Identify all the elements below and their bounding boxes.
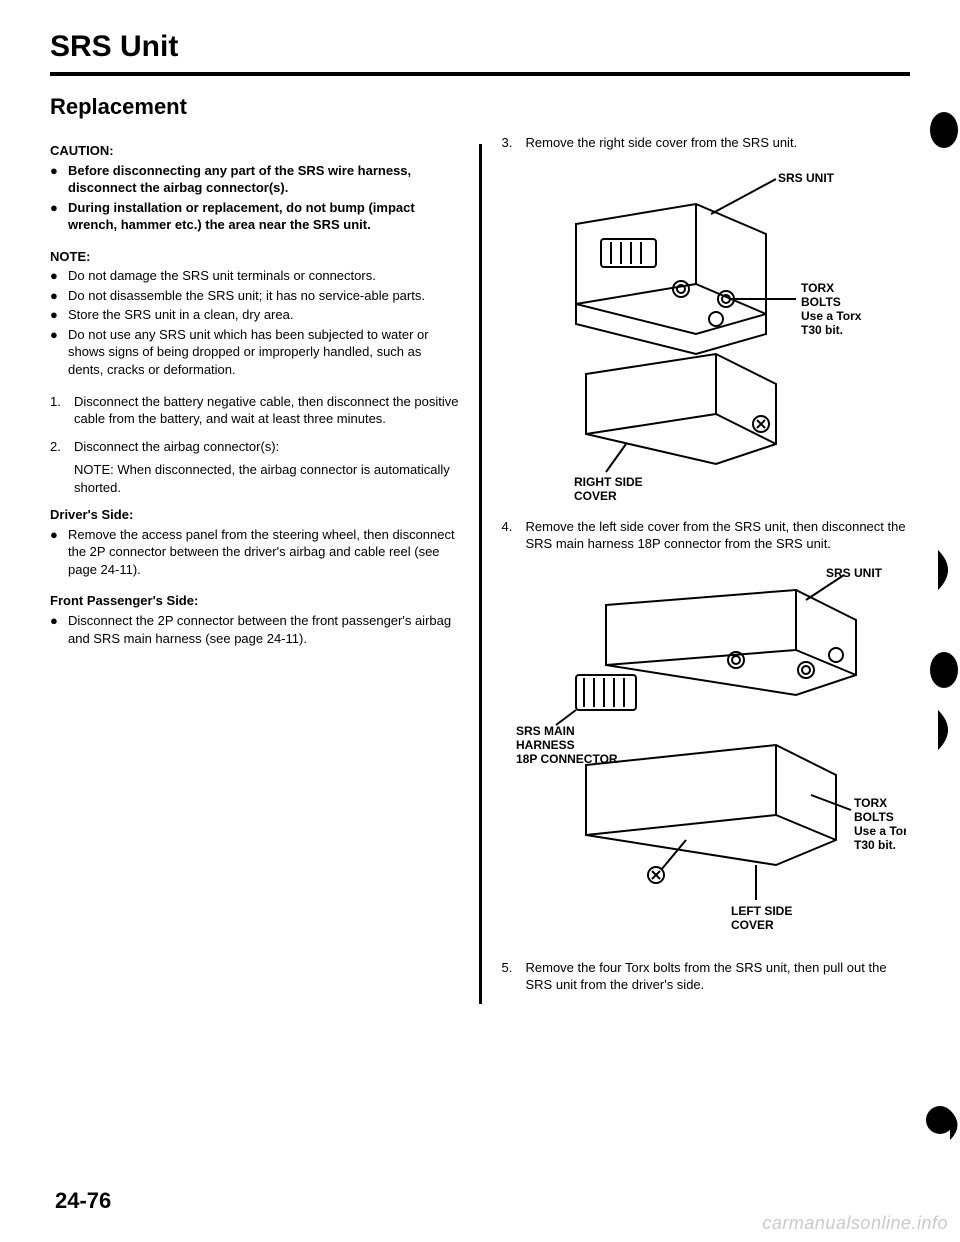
list-item: ●Store the SRS unit in a clean, dry area… <box>50 306 459 324</box>
fig1-srs-unit-label: SRS UNIT <box>778 171 835 185</box>
figure-right-cover: SRS UNIT TORX BOLTS Use a Torx T30 bit. … <box>502 164 911 504</box>
fig2-srs-main-label: SRS MAIN <box>516 724 575 738</box>
step-4: 4. Remove the left side cover from the S… <box>502 518 911 553</box>
section-subtitle: Replacement <box>50 94 910 120</box>
fig2-cover-label: COVER <box>731 918 774 932</box>
note-heading: NOTE: <box>50 248 459 266</box>
fig1-cover-label: COVER <box>574 489 617 503</box>
passenger-side-item: ●Disconnect the 2P connector between the… <box>50 612 459 647</box>
fig2-bit-label: T30 bit. <box>854 838 896 852</box>
step-3: 3. Remove the right side cover from the … <box>502 134 911 152</box>
step-2: 2. Disconnect the airbag connector(s): N… <box>50 438 459 497</box>
passenger-side-heading: Front Passenger's Side: <box>50 592 459 610</box>
binding-marks <box>920 110 958 1210</box>
fig2-connector-label: 18P CONNECTOR <box>516 752 618 766</box>
steps-right-2: 4. Remove the left side cover from the S… <box>502 518 911 553</box>
page-title: SRS Unit <box>50 30 910 64</box>
list-item: ●Do not disassemble the SRS unit; it has… <box>50 287 459 305</box>
fig2-left-side-label: LEFT SIDE <box>731 904 792 918</box>
fig2-bolts-label: BOLTS <box>854 810 894 824</box>
step-5: 5. Remove the four Torx bolts from the S… <box>502 959 911 994</box>
caution-list: ●Before disconnecting any part of the SR… <box>50 162 459 234</box>
column-divider <box>479 144 482 1004</box>
list-item: ●Do not use any SRS unit which has been … <box>50 326 459 379</box>
title-rule <box>50 72 910 76</box>
list-item: ●Do not damage the SRS unit terminals or… <box>50 267 459 285</box>
fig1-bolts-label: BOLTS <box>801 295 841 309</box>
fig1-bit-label: T30 bit. <box>801 323 843 337</box>
fig2-torx-label: TORX <box>854 796 887 810</box>
fig1-use-label: Use a Torx <box>801 309 862 323</box>
list-item: ●During installation or replacement, do … <box>50 199 459 234</box>
list-item: ●Before disconnecting any part of the SR… <box>50 162 459 197</box>
steps-right: 3. Remove the right side cover from the … <box>502 134 911 152</box>
fig1-torx-label: TORX <box>801 281 834 295</box>
right-column: 3. Remove the right side cover from the … <box>502 134 911 1004</box>
fig2-use-label: Use a Torx <box>854 824 906 838</box>
figure-left-cover: SRS UNIT SRS MAIN HARNESS 18P CONNECTOR … <box>502 565 911 945</box>
fig1-right-side-label: RIGHT SIDE <box>574 475 643 489</box>
fig2-srs-unit-label: SRS UNIT <box>826 566 883 580</box>
steps-left: 1. Disconnect the battery negative cable… <box>50 393 459 497</box>
fig2-harness-label: HARNESS <box>516 738 575 752</box>
drivers-side-heading: Driver's Side: <box>50 506 459 524</box>
page-number: 24-76 <box>55 1188 111 1214</box>
left-column: CAUTION: ●Before disconnecting any part … <box>50 134 459 1004</box>
steps-right-3: 5. Remove the four Torx bolts from the S… <box>502 959 911 994</box>
drivers-side-item: ●Remove the access panel from the steeri… <box>50 526 459 579</box>
watermark: carmanualsonline.info <box>762 1213 948 1234</box>
caution-heading: CAUTION: <box>50 142 459 160</box>
note-list: ●Do not damage the SRS unit terminals or… <box>50 267 459 378</box>
step-1: 1. Disconnect the battery negative cable… <box>50 393 459 428</box>
